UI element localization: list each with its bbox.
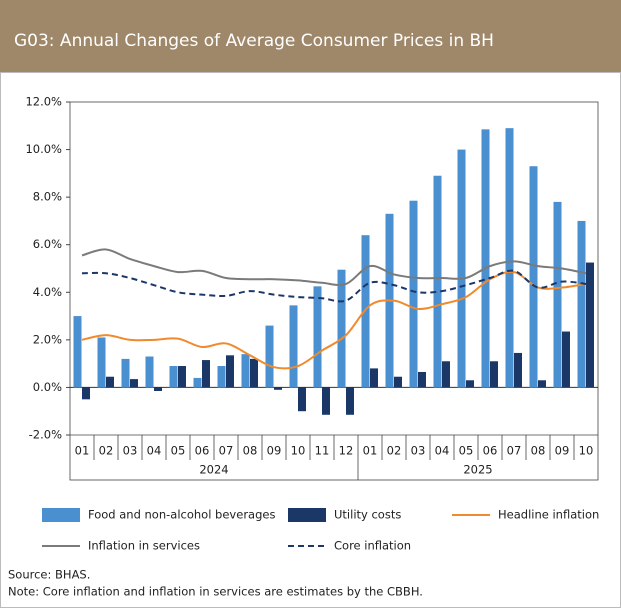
x-tick-label: 11 [315,444,330,458]
y-tick-label: -2.0% [29,428,62,442]
source: Source: BHAS. [8,568,90,582]
bar [217,366,226,388]
bar [505,128,514,388]
bar [538,380,546,388]
bar [586,262,594,388]
line [81,269,587,303]
bar [274,387,282,390]
x-tick-label: 10 [579,444,594,458]
legend-swatch [42,508,80,522]
bar [394,376,402,388]
y-tick-label: 8.0% [33,190,62,204]
header-bar [0,0,621,72]
x-tick-label: 01 [75,444,90,458]
x-tick-label: 02 [99,444,114,458]
legend-label: Core inflation [334,539,411,553]
y-tick-label: 4.0% [33,285,62,299]
frame [0,72,621,608]
bar [193,377,202,388]
bar [202,360,210,388]
bar [442,361,450,388]
group-label: 2025 [463,463,492,477]
bar [250,358,258,388]
bar [418,371,426,388]
legend-label: Food and non-alcohol beverages [88,508,275,522]
bar [562,331,570,388]
chart-title: G03: Annual Changes of Average Consumer … [14,31,494,51]
x-tick-label: 08 [531,444,546,458]
bar [241,354,250,388]
x-tick-label: 01 [363,444,378,458]
bar [322,387,330,415]
x-tick-label: 08 [243,444,258,458]
bar [130,379,138,388]
bar [577,220,586,388]
note: Note: Core inflation and inflation in se… [8,585,423,599]
bar [298,387,306,412]
bar [169,366,178,388]
legend-label: Utility costs [334,508,401,522]
bar [82,387,90,400]
x-tick-label: 10 [291,444,306,458]
x-tick-label: 05 [459,444,474,458]
bar [466,380,474,388]
bar [337,269,346,388]
bar [178,366,186,388]
line [81,248,587,287]
bar [97,337,106,388]
y-tick-label: 2.0% [33,332,62,346]
y-tick-label: 6.0% [33,237,62,251]
x-tick-label: 02 [387,444,402,458]
legend-label: Headline inflation [498,508,599,522]
bar [73,316,82,388]
bar [529,166,538,388]
bar [409,200,418,388]
legend-label: Inflation in services [88,539,200,553]
x-tick-label: 04 [147,444,162,458]
bar [514,352,522,388]
y-tick-label: 0.0% [33,380,62,394]
bar [226,355,234,388]
bar [370,368,378,388]
y-tick-label: 10.0% [25,142,62,156]
bar [313,286,322,388]
bar [154,387,162,391]
x-tick-label: 12 [339,444,354,458]
x-tick-label: 09 [555,444,570,458]
bar [145,356,154,388]
bar [106,376,114,388]
bar [265,325,274,388]
bar [433,175,442,388]
legend-swatch [288,508,326,522]
x-tick-label: 06 [195,444,210,458]
x-tick-label: 03 [123,444,138,458]
bar [553,201,562,388]
x-tick-label: 06 [483,444,498,458]
x-tick-label: 04 [435,444,450,458]
bar [346,387,354,415]
bar [361,235,370,388]
bar [490,361,498,388]
x-tick-label: 03 [411,444,426,458]
x-tick-label: 09 [267,444,282,458]
plot-frame [69,101,599,481]
bar [289,305,298,388]
group-label: 2024 [199,463,228,477]
x-tick-label: 05 [171,444,186,458]
bar [121,358,130,388]
x-tick-label: 07 [219,444,234,458]
bar [457,149,466,388]
y-tick-label: 12.0% [25,95,62,109]
bar [481,129,490,388]
x-tick-label: 07 [507,444,522,458]
